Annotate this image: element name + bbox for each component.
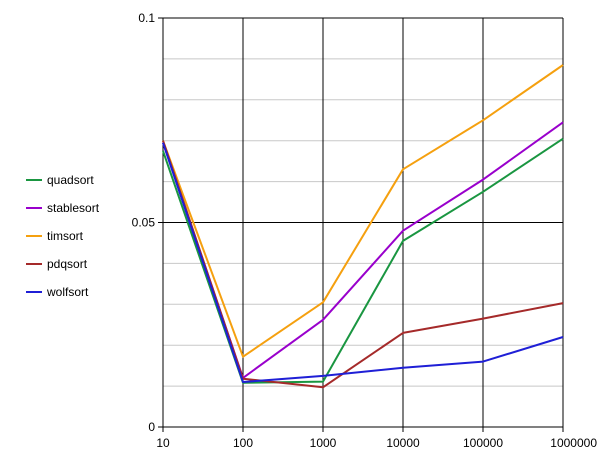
y-tick-label: 0 (148, 420, 155, 434)
grid (162, 17, 564, 428)
y-tick-labels: 0 0.05 0.1 (132, 11, 156, 434)
series-line-timsort (162, 64, 564, 358)
x-tick-label: 100 (233, 436, 253, 450)
x-tick-label: 1000000 (550, 436, 597, 450)
series-line-quadsort (162, 137, 564, 384)
x-tick-label: 1000 (310, 436, 337, 450)
series-line-wolfsort (162, 142, 564, 383)
x-tick-label: 10 (156, 436, 170, 450)
legend-label-timsort: timsort (47, 229, 84, 243)
y-tick-label: 0.05 (132, 216, 156, 230)
legend-label-stablesort: stablesort (47, 201, 100, 215)
y-tick-label: 0.1 (138, 11, 155, 25)
legend: quadsort stablesort timsort pdqsort wolfsort (26, 173, 100, 299)
legend-label-quadsort: quadsort (47, 173, 94, 187)
axes (158, 17, 564, 432)
x-tick-labels: 10 100 1000 10000 100000 1000000 (156, 436, 597, 450)
legend-label-pdqsort: pdqsort (47, 257, 88, 271)
x-tick-label: 10000 (386, 436, 420, 450)
legend-label-wolfsort: wolfsort (46, 285, 89, 299)
series-lines (162, 64, 564, 389)
series-line-stablesort (162, 121, 564, 379)
x-tick-label: 100000 (463, 436, 503, 450)
